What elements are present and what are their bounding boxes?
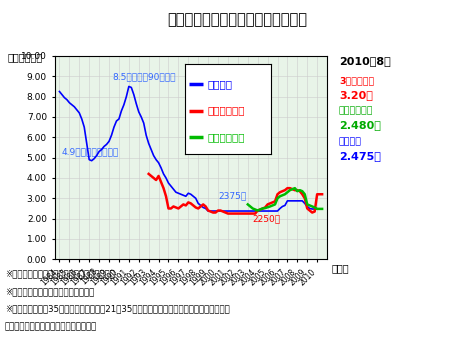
Text: 2375％: 2375％ [218,191,246,200]
Text: （年）: （年） [332,263,349,273]
Text: 2010年8月: 2010年8月 [339,56,391,66]
Text: （年率・％）: （年率・％） [7,53,42,62]
Text: 4.9％（昭和６２年）: 4.9％（昭和６２年） [62,147,118,157]
Text: ※住宅金融支援機構公表のデータを元に編集。: ※住宅金融支援機構公表のデータを元に編集。 [5,270,115,279]
Text: 変動金利: 変動金利 [339,137,362,146]
Text: ※主要都市銀行における金利を掲載。: ※主要都市銀行における金利を掲載。 [5,287,94,296]
Text: フラット３５: フラット３５ [208,133,245,142]
Text: 提供する金利で最も多いものを表示。: 提供する金利で最も多いものを表示。 [5,322,97,332]
Text: 2.475％: 2.475％ [339,151,381,161]
Text: 変動金利: 変動金利 [208,79,233,89]
Text: 3.20％: 3.20％ [339,90,373,100]
Text: ※最新のフラット35の金利は、返済期間21～35年タイプの金利の内、取り扱い金融機関が: ※最新のフラット35の金利は、返済期間21～35年タイプの金利の内、取り扱い金融… [5,305,229,314]
Text: 2250％: 2250％ [253,215,281,224]
Text: ３年固定金利: ３年固定金利 [208,106,245,116]
Text: 民間金融機関の住宅ローン金利推移: 民間金融機関の住宅ローン金利推移 [167,12,307,27]
Text: 8.5％（平成90３年）: 8.5％（平成90３年） [112,72,175,81]
Text: フラット３５: フラット３５ [339,107,374,116]
Text: 2.480％: 2.480％ [339,120,381,130]
Text: 3年固定金利: 3年固定金利 [339,76,374,85]
